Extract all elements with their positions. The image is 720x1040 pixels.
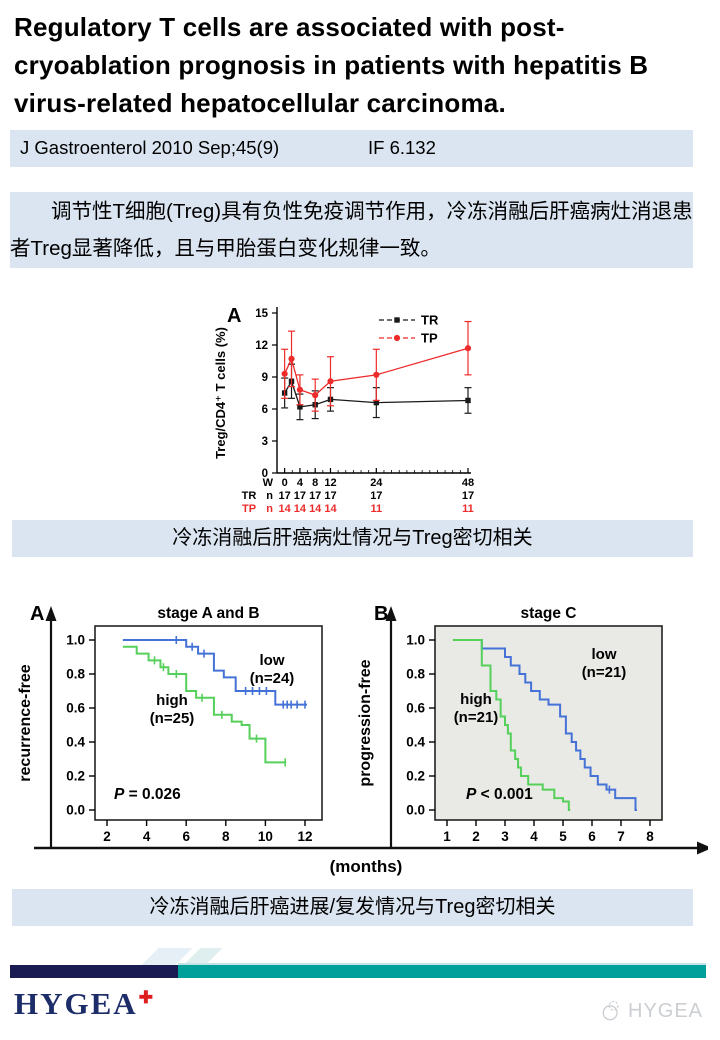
svg-text:14: 14 xyxy=(279,503,292,515)
svg-text:48: 48 xyxy=(462,477,474,489)
hygea-watermark-text: HYGEA xyxy=(628,999,704,1022)
svg-text:6: 6 xyxy=(262,404,268,416)
hygea-emblem-icon xyxy=(602,1000,619,1021)
impact-factor: IF 6.132 xyxy=(368,137,436,158)
svg-text:4: 4 xyxy=(143,829,151,844)
svg-text:(months): (months) xyxy=(330,857,403,876)
svg-text:8: 8 xyxy=(646,829,654,844)
paper-title-line: Regulatory T cells are associated with p… xyxy=(14,12,565,42)
svg-text:n: n xyxy=(266,503,273,515)
svg-text:1.0: 1.0 xyxy=(66,633,85,648)
summary-text-cn: 调节性T细胞(Treg)具有负性免疫调节作用，冷冻消融后肝癌病灶消退患者Treg… xyxy=(10,192,693,268)
svg-text:2: 2 xyxy=(103,829,111,844)
svg-text:17: 17 xyxy=(309,490,321,502)
svg-text:4: 4 xyxy=(530,829,538,844)
svg-text:stage A and B: stage A and B xyxy=(157,605,259,622)
journal-bar: J Gastroenterol 2010 Sep;45(9) IF 6.132 xyxy=(10,130,693,167)
svg-text:(n=25): (n=25) xyxy=(150,710,195,727)
svg-text:high: high xyxy=(156,692,188,709)
svg-text:17: 17 xyxy=(462,490,474,502)
svg-text:11: 11 xyxy=(462,503,474,515)
svg-text:17: 17 xyxy=(324,490,336,502)
hygea-logo-text: HYGEA xyxy=(14,986,138,1021)
svg-text:high: high xyxy=(460,691,492,708)
paper-title-line: virus-related hepatocellular carcinoma. xyxy=(14,88,506,118)
svg-text:14: 14 xyxy=(309,503,322,515)
svg-text:TP: TP xyxy=(421,331,438,346)
svg-text:Treg/CD4⁺ T cells (%): Treg/CD4⁺ T cells (%) xyxy=(213,327,228,459)
svg-text:0.8: 0.8 xyxy=(66,667,85,682)
svg-text:11: 11 xyxy=(370,503,382,515)
caption-figure2: 冷冻消融后肝癌进展/复发情况与Treg密切相关 xyxy=(12,889,693,926)
svg-text:(n=21): (n=21) xyxy=(454,709,499,726)
svg-text:0.4: 0.4 xyxy=(406,735,425,750)
svg-text:stage C: stage C xyxy=(521,605,577,622)
svg-text:P = 0.026: P = 0.026 xyxy=(114,786,181,803)
svg-text:TR: TR xyxy=(421,313,439,328)
svg-text:7: 7 xyxy=(617,829,625,844)
hygea-logo: HYGEA✚ xyxy=(14,986,153,1022)
svg-text:9: 9 xyxy=(262,372,268,384)
svg-text:0.0: 0.0 xyxy=(406,803,425,818)
svg-text:0.4: 0.4 xyxy=(66,735,85,750)
svg-text:TP: TP xyxy=(242,503,256,515)
svg-text:TR: TR xyxy=(242,490,257,502)
svg-text:progression-free: progression-free xyxy=(357,659,374,786)
svg-text:24: 24 xyxy=(370,477,383,489)
hygea-watermark: HYGEA xyxy=(598,998,703,1024)
svg-text:0: 0 xyxy=(282,477,288,489)
svg-text:2: 2 xyxy=(472,829,480,844)
svg-text:0.2: 0.2 xyxy=(406,769,425,784)
svg-text:14: 14 xyxy=(324,503,337,515)
caption-figure1: 冷冻消融后肝癌病灶情况与Treg密切相关 xyxy=(12,520,693,557)
svg-text:8: 8 xyxy=(312,477,318,489)
svg-text:recurrence-free: recurrence-free xyxy=(17,664,34,782)
svg-text:12: 12 xyxy=(324,477,336,489)
svg-text:17: 17 xyxy=(294,490,306,502)
svg-text:0.6: 0.6 xyxy=(66,701,85,716)
footer-bar-navy xyxy=(10,965,178,978)
svg-text:0.2: 0.2 xyxy=(66,769,85,784)
svg-text:A: A xyxy=(227,305,241,327)
svg-text:0.6: 0.6 xyxy=(406,701,425,716)
svg-text:14: 14 xyxy=(294,503,307,515)
svg-text:8: 8 xyxy=(222,829,230,844)
paper-title: Regulatory T cells are associated with p… xyxy=(14,8,714,122)
red-cross-icon: ✚ xyxy=(138,988,153,1007)
svg-text:0: 0 xyxy=(262,468,268,480)
svg-text:1: 1 xyxy=(443,829,451,844)
svg-text:3: 3 xyxy=(501,829,509,844)
svg-text:n: n xyxy=(266,490,273,502)
svg-text:12: 12 xyxy=(297,829,312,844)
svg-text:P < 0.001: P < 0.001 xyxy=(466,786,533,803)
svg-text:15: 15 xyxy=(255,308,268,320)
svg-text:17: 17 xyxy=(279,490,291,502)
svg-text:5: 5 xyxy=(559,829,567,844)
svg-text:W: W xyxy=(263,477,274,489)
footer-bar-teal xyxy=(178,963,706,978)
svg-text:3: 3 xyxy=(262,436,268,448)
svg-text:A: A xyxy=(30,603,44,625)
svg-text:0.8: 0.8 xyxy=(406,667,425,682)
svg-text:B: B xyxy=(374,603,388,625)
svg-text:6: 6 xyxy=(182,829,190,844)
svg-text:6: 6 xyxy=(588,829,596,844)
paper-title-line: cryoablation prognosis in patients with … xyxy=(14,50,649,80)
journal-citation: J Gastroenterol 2010 Sep;45(9) xyxy=(20,137,280,158)
svg-text:10: 10 xyxy=(258,829,273,844)
svg-text:4: 4 xyxy=(297,477,304,489)
svg-text:low: low xyxy=(260,652,285,669)
svg-text:(n=21): (n=21) xyxy=(582,664,627,681)
svg-text:(n=24): (n=24) xyxy=(250,670,295,687)
svg-text:12: 12 xyxy=(255,340,268,352)
svg-text:17: 17 xyxy=(370,490,382,502)
svg-text:low: low xyxy=(592,646,617,663)
svg-text:0.0: 0.0 xyxy=(66,803,85,818)
svg-text:1.0: 1.0 xyxy=(406,633,425,648)
